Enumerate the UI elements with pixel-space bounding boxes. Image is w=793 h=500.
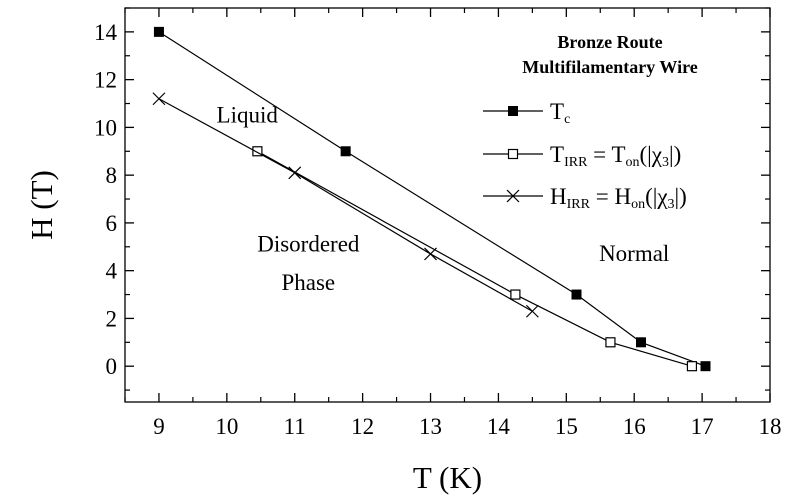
series-2	[252, 146, 698, 372]
y-tick-label: 0	[106, 354, 118, 379]
annotation-layer: Liquid Disordered Phase Normal	[217, 103, 670, 295]
legend-subscript: c	[564, 112, 570, 127]
data-point-open-square	[686, 361, 698, 372]
y-tick-label: 6	[106, 211, 118, 236]
legend-label: HIRR = Hon(|χ3|)	[550, 184, 687, 212]
legend-text-part: = H	[590, 184, 631, 209]
legend-subscript: 3	[668, 197, 675, 212]
series-3	[152, 92, 539, 318]
data-point-filled-square	[571, 289, 582, 300]
y-tick-label: 12	[94, 68, 117, 93]
x-tick-label: 16	[623, 414, 646, 439]
legend-text-part: H	[550, 184, 567, 209]
data-point-open-square	[605, 337, 616, 348]
annotation-label: Phase	[281, 270, 335, 295]
cross-stroke	[424, 247, 437, 261]
data-point-open-square	[252, 146, 263, 157]
x-tick-label: 14	[487, 414, 511, 439]
legend-entry-2: TIRR = Ton(|χ3|)	[483, 142, 681, 170]
legend-subscript: 3	[662, 155, 669, 170]
data-point-filled-square	[636, 337, 646, 348]
legend-label: Tc	[550, 99, 570, 127]
x-tick-label: 18	[759, 414, 782, 439]
legend-text-part: = T	[587, 142, 625, 167]
legend: Bronze Route Multifilamentary Wire Tc TIRR …	[483, 32, 698, 212]
x-tick-label: 13	[419, 414, 442, 439]
legend-label: TIRR = Ton(|χ3|)	[550, 142, 681, 170]
series-layer	[152, 26, 711, 372]
series-line	[257, 150, 693, 367]
legend-text-part: T	[550, 142, 564, 167]
y-tick-label: 14	[94, 20, 118, 45]
data-point-cross	[288, 166, 302, 180]
cross-stroke	[506, 189, 520, 203]
annotation-label: Disordered	[257, 232, 360, 257]
annotation-label: Normal	[599, 241, 669, 266]
series-line	[158, 98, 533, 312]
legend-subscript: IRR	[567, 197, 591, 212]
legend-text-part: T	[550, 99, 564, 124]
data-point-cross	[525, 304, 539, 318]
x-tick-label: 17	[691, 414, 714, 439]
data-point-filled-square	[153, 26, 164, 37]
y-axis-title: H (T)	[24, 170, 59, 240]
data-point-cross	[424, 247, 437, 261]
x-axis-ticks: 9 10 11 12 13 14 15 16 17 18	[124, 8, 782, 439]
data-point-filled-square	[340, 146, 351, 157]
legend-title-line: Multifilamentary Wire	[522, 57, 697, 77]
data-point-cross	[152, 92, 166, 106]
y-axis-ticks: 0 2 4 6 8 10 12 14	[94, 7, 770, 391]
legend-entry-3: HIRR = Hon(|χ3|)	[483, 184, 687, 212]
legend-subscript: IRR	[564, 155, 588, 170]
cross-stroke	[152, 92, 166, 106]
data-point-open-square	[510, 289, 521, 300]
x-axis-title: T (K)	[413, 460, 482, 495]
series-1	[153, 26, 711, 372]
legend-text-part: (|χ	[645, 184, 668, 209]
data-point-filled-square	[700, 361, 711, 372]
legend-subscript: on	[631, 197, 645, 212]
legend-entry-1: Tc	[483, 99, 570, 127]
y-tick-label: 10	[94, 115, 117, 140]
cross-stroke	[288, 166, 302, 180]
cross-stroke	[525, 304, 539, 318]
x-tick-label: 12	[351, 414, 374, 439]
x-tick-label: 15	[555, 414, 578, 439]
y-tick-label: 8	[106, 163, 118, 188]
x-tick-label: 11	[284, 414, 306, 439]
plot-border	[124, 7, 771, 403]
legend-text-part: (|χ	[640, 142, 663, 167]
legend-title-line: Bronze Route	[557, 32, 662, 52]
data-point-open-square	[507, 148, 519, 160]
legend-text-part: |)	[675, 184, 687, 209]
legend-text-part: |)	[669, 142, 681, 167]
legend-subscript: on	[626, 155, 640, 170]
plot-frame	[124, 7, 771, 403]
x-tick-label: 10	[215, 414, 238, 439]
y-tick-label: 4	[106, 259, 118, 284]
annotation-label: Liquid	[217, 103, 279, 128]
y-tick-label: 2	[106, 306, 118, 331]
data-point-cross	[506, 189, 520, 203]
data-point-filled-square	[508, 106, 518, 116]
x-tick-label: 9	[153, 414, 165, 439]
